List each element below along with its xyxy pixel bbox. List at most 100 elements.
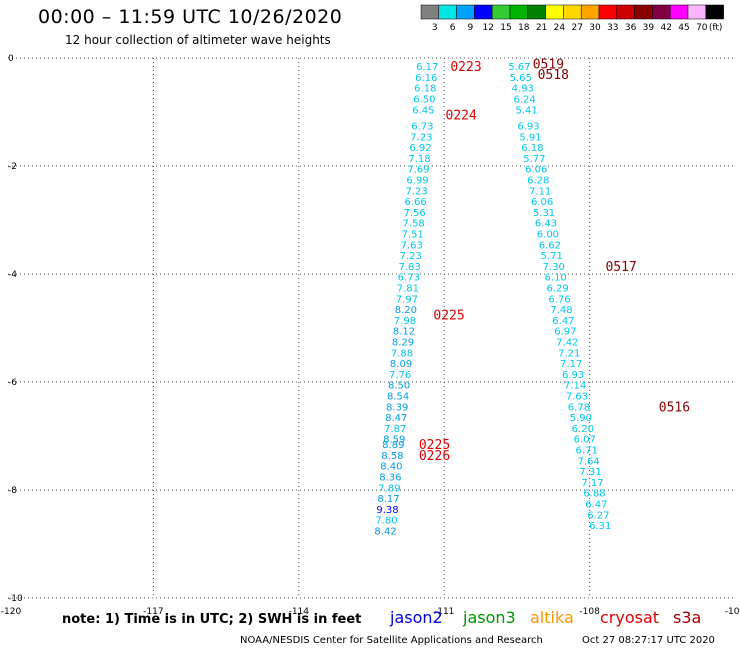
data-point-cryosat: 5.90	[570, 413, 592, 424]
data-point-cryosat: 6.93	[517, 122, 539, 133]
data-point-cryosat: 6.62	[539, 240, 561, 251]
data-point-cryosat: 5.71	[541, 251, 563, 262]
data-point-jason3: 8.40	[380, 462, 402, 473]
legend-tick-label: 9	[468, 23, 474, 33]
legend-swatch	[456, 4, 475, 20]
data-point-cryosat: 6.20	[572, 424, 594, 435]
legend-swatch	[474, 4, 493, 20]
data-point-jason3: 6.50	[413, 95, 435, 106]
y-tick-label: -10	[8, 594, 23, 604]
data-point-jason3: 6.99	[406, 176, 428, 187]
time-annotation: 0224	[446, 109, 477, 124]
x-tick-label: -120	[1, 607, 22, 617]
data-point-jason3: 6.73	[398, 273, 420, 284]
data-point-jason3: 7.18	[408, 154, 430, 165]
legend-tick-label: 33	[607, 23, 618, 33]
data-point-jason3: 6.16	[415, 73, 437, 84]
x-tick-label: -117	[143, 607, 163, 617]
x-tick-label: -111	[434, 607, 454, 617]
satellite-label-jason2: jason2	[390, 608, 443, 627]
data-point-cryosat: 6.18	[521, 143, 543, 154]
data-point-cryosat: 6.28	[527, 176, 549, 187]
legend-swatch	[634, 4, 653, 20]
data-point-jason3: 8.89	[382, 440, 404, 451]
data-point-jason3: 8.39	[386, 402, 408, 413]
time-annotation: 0517	[605, 260, 636, 275]
legend-tick-label: 15	[500, 23, 511, 33]
x-tick-label: -105	[725, 607, 740, 617]
data-point-jason3: 7.69	[407, 165, 429, 176]
data-point-cryosat: 6.06	[525, 165, 547, 176]
data-point-cryosat: 7.17	[560, 359, 582, 370]
data-point-jason3: 6.92	[409, 143, 431, 154]
data-point-jason3: 9.38	[376, 505, 398, 516]
legend-tick-label: 27	[571, 23, 582, 33]
data-point-jason3: 6.73	[411, 122, 433, 133]
data-point-jason3: 6.17	[416, 62, 438, 73]
data-point-jason3: 8.59	[383, 435, 405, 446]
data-point-cryosat: 7.31	[579, 467, 601, 478]
data-point-cryosat: 7.48	[550, 305, 572, 316]
footer-timestamp: Oct 27 08:27:17 UTC 2020	[582, 635, 715, 646]
time-annotation: 0226	[419, 449, 450, 464]
data-point-cryosat: 6.24	[514, 95, 536, 106]
data-point-jason3: 7.58	[403, 219, 425, 230]
data-point-cryosat: 5.77	[523, 154, 545, 165]
data-point-cryosat: 6.93	[562, 370, 584, 381]
data-point-jason3: 7.98	[394, 316, 416, 327]
data-point-jason3: 7.87	[384, 424, 406, 435]
satellite-label-s3a: s3a	[673, 608, 702, 627]
data-point-cryosat: 5.31	[533, 208, 555, 219]
legend-tick-label: 3	[432, 23, 438, 33]
data-point-cryosat: 7.30	[543, 262, 565, 273]
data-point-jason3: 8.50	[388, 381, 410, 392]
legend-swatch	[509, 4, 529, 20]
data-point-jason3: 8.47	[385, 413, 407, 424]
legend-swatch	[438, 4, 457, 20]
data-point-jason3: 8.09	[390, 359, 412, 370]
data-point-jason3: 8.42	[374, 527, 396, 538]
footer-credit: NOAA/NESDIS Center for Satellite Applica…	[240, 635, 543, 646]
data-point-jason3: 7.23	[410, 132, 432, 143]
satellite-label-altika: altika	[530, 608, 574, 627]
legend-tick-label: 45	[678, 23, 689, 33]
legend-swatch	[652, 4, 671, 20]
data-point-cryosat: 7.11	[529, 186, 551, 197]
legend-tick-label: 36	[625, 23, 637, 33]
data-point-cryosat: 7.14	[564, 381, 586, 392]
legend-tick-label: 12	[482, 23, 493, 33]
legend-tick-label: 21	[536, 23, 547, 33]
y-tick-label: -4	[8, 270, 17, 280]
data-point-jason3: 8.36	[379, 473, 401, 484]
data-point-jason3: 7.23	[400, 251, 422, 262]
page-title: 00:00 – 11:59 UTC 10/26/2020	[38, 6, 343, 28]
satellite-label-jason3: jason3	[463, 608, 516, 627]
page-subtitle: 12 hour collection of altimeter wave hei…	[65, 33, 331, 47]
legend-swatch	[669, 4, 689, 20]
data-point-cryosat: 6.47	[585, 500, 607, 511]
legend-unit-label: (ft)	[709, 23, 723, 33]
data-point-cryosat: 6.10	[545, 273, 567, 284]
time-annotation: 0516	[659, 400, 690, 415]
data-point-cryosat: 6.43	[535, 219, 557, 230]
data-point-jason3: 6.66	[404, 197, 426, 208]
data-point-cryosat: 5.91	[519, 132, 541, 143]
legend-swatch	[563, 4, 582, 20]
y-tick-label: -2	[8, 162, 17, 172]
data-point-jason3: 7.63	[401, 240, 423, 251]
data-point-jason3: 7.89	[378, 483, 400, 494]
data-point-cryosat: 6.78	[568, 402, 590, 413]
legend-swatch	[491, 4, 511, 20]
data-point-jason3: 8.54	[387, 392, 409, 403]
time-annotation: 0518	[538, 68, 569, 83]
data-point-jason3: 8.20	[395, 305, 417, 316]
data-point-cryosat: 7.42	[556, 338, 578, 349]
data-point-jason3: 7.97	[396, 294, 418, 305]
data-point-cryosat: 6.00	[537, 230, 559, 241]
y-tick-label: 0	[8, 54, 14, 64]
time-annotation: 0225	[419, 438, 450, 453]
bottom-note: note: 1) Time is in UTC; 2) SWH is in fe…	[62, 612, 362, 627]
data-point-jason3: 8.12	[393, 327, 415, 338]
data-point-jason3: 7.23	[405, 186, 427, 197]
legend-swatch	[705, 4, 724, 20]
